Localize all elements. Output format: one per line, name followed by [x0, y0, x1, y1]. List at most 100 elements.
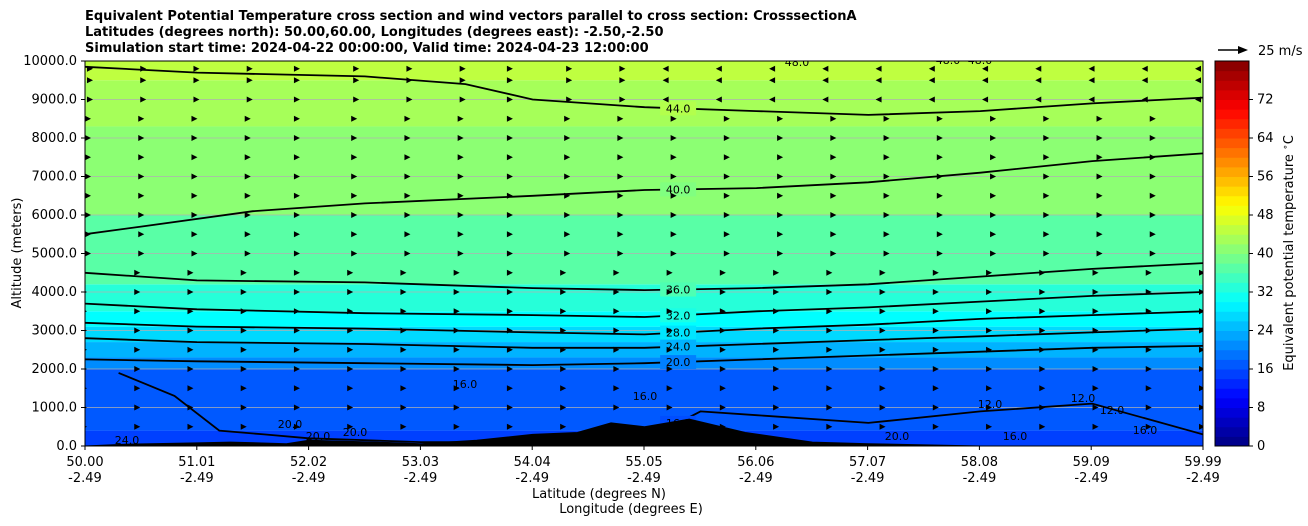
colorbar-segment-3 — [1215, 407, 1249, 418]
wind-vector — [1149, 212, 1156, 218]
wind-vector — [773, 404, 780, 411]
wind-vector — [1199, 308, 1203, 315]
x-tick-lat-3: 53.03 — [402, 455, 439, 470]
wind-vector — [244, 250, 251, 257]
wind-vector — [773, 289, 780, 295]
contour-line-28 — [85, 310, 1203, 336]
colorbar-segment-32 — [1215, 128, 1249, 139]
colorbar-segment-21 — [1215, 234, 1249, 245]
contour-extra-label-14: 16.0 — [633, 390, 658, 403]
wind-vector — [347, 346, 354, 353]
wind-vector — [932, 289, 939, 295]
wind-vector — [986, 308, 993, 315]
wind-vector — [1043, 250, 1050, 257]
wind-vector — [506, 404, 513, 411]
wind-vector — [1096, 231, 1103, 238]
wind-vector — [822, 65, 829, 72]
wind-vector — [191, 135, 198, 141]
x-tick-lon-1: -2.49 — [180, 471, 214, 486]
wind-vector — [1195, 65, 1201, 72]
contour-extra-label-11: 24.0 — [115, 434, 140, 447]
wind-vector — [453, 423, 460, 430]
wind-vector — [347, 366, 354, 372]
wind-vector — [246, 65, 253, 72]
wind-vector — [564, 212, 571, 218]
contour-line-44 — [85, 65, 1203, 116]
wind-vector — [187, 327, 194, 334]
x-tick-lat-2: 52.02 — [290, 455, 327, 470]
wind-vector — [564, 154, 571, 161]
wind-vector — [134, 289, 141, 295]
wind-vector — [1145, 404, 1152, 411]
wind-vector — [1096, 212, 1103, 218]
wind-vector — [666, 269, 673, 276]
wind-vector — [1043, 173, 1050, 180]
x-tick-lon-8: -2.49 — [963, 471, 997, 486]
wind-vector — [457, 212, 464, 218]
wind-vector — [666, 327, 673, 334]
wind-vector — [138, 192, 145, 199]
wind-vector — [293, 154, 300, 161]
wind-vector — [453, 404, 460, 411]
x-tick-lon-2: -2.49 — [292, 471, 326, 486]
wind-vector — [830, 115, 837, 122]
y-tick-label-9: 9000.0 — [32, 93, 78, 108]
wind-vector — [883, 173, 890, 180]
wind-vector — [773, 327, 780, 334]
x-tick-lat-7: 57.07 — [849, 455, 886, 470]
wind-vector — [293, 77, 300, 84]
wind-vector — [990, 212, 997, 218]
wind-vector — [990, 135, 997, 141]
contour-lines: 44.040.036.032.028.024.020.016.048.048.0… — [85, 56, 1203, 447]
wind-vector — [986, 385, 993, 392]
wind-vector — [617, 115, 624, 122]
wind-vector — [566, 77, 573, 84]
colorbar-segment-33 — [1215, 118, 1249, 129]
colorbar-segment-6 — [1215, 378, 1249, 389]
wind-reference-key: 25 m/s — [1218, 44, 1303, 59]
wind-vector — [506, 115, 513, 122]
wind-vector — [990, 250, 997, 257]
wind-vector — [986, 346, 993, 353]
contour-label-44: 44.0 — [666, 102, 691, 115]
wind-vector — [826, 346, 833, 353]
wind-vector — [240, 346, 247, 353]
wind-vector — [1199, 269, 1203, 276]
wind-vector — [400, 289, 407, 295]
wind-vector — [670, 250, 677, 257]
wind-vector — [986, 327, 993, 334]
contour-label-20: 20.0 — [666, 356, 691, 369]
wind-vector — [777, 231, 784, 238]
wind-vector — [1149, 192, 1156, 199]
wind-vector — [453, 366, 460, 372]
wind-vector — [613, 385, 620, 392]
wind-vector — [879, 423, 886, 430]
wind-vector — [453, 308, 460, 315]
gridlines — [85, 99, 1203, 408]
wind-vector — [244, 115, 251, 122]
wind-vector — [457, 154, 464, 161]
wind-vector — [777, 173, 784, 180]
wind-vector — [564, 135, 571, 141]
contour-extra-label-0: 48.0 — [785, 56, 810, 69]
wind-vector — [564, 173, 571, 180]
wind-vector — [351, 115, 358, 122]
colorbar-segment-5 — [1215, 388, 1249, 399]
wind-vector — [619, 96, 626, 103]
colorbar-segment-0 — [1215, 436, 1249, 447]
wind-vector — [723, 135, 730, 141]
wind-vector — [187, 404, 194, 411]
colorbar-segment-11 — [1215, 330, 1249, 341]
wind-vector — [347, 269, 354, 276]
colorbar-segment-4 — [1215, 397, 1249, 408]
wind-vector — [936, 154, 943, 161]
wind-vector — [1149, 154, 1156, 161]
contour-extra-label-3: 16.0 — [453, 378, 478, 391]
wind-vector — [560, 404, 567, 411]
wind-vector — [932, 404, 939, 411]
wind-vector — [187, 366, 194, 372]
wind-vector — [932, 366, 939, 372]
wind-vector — [506, 423, 513, 430]
colorbar-segment-1 — [1215, 426, 1249, 437]
